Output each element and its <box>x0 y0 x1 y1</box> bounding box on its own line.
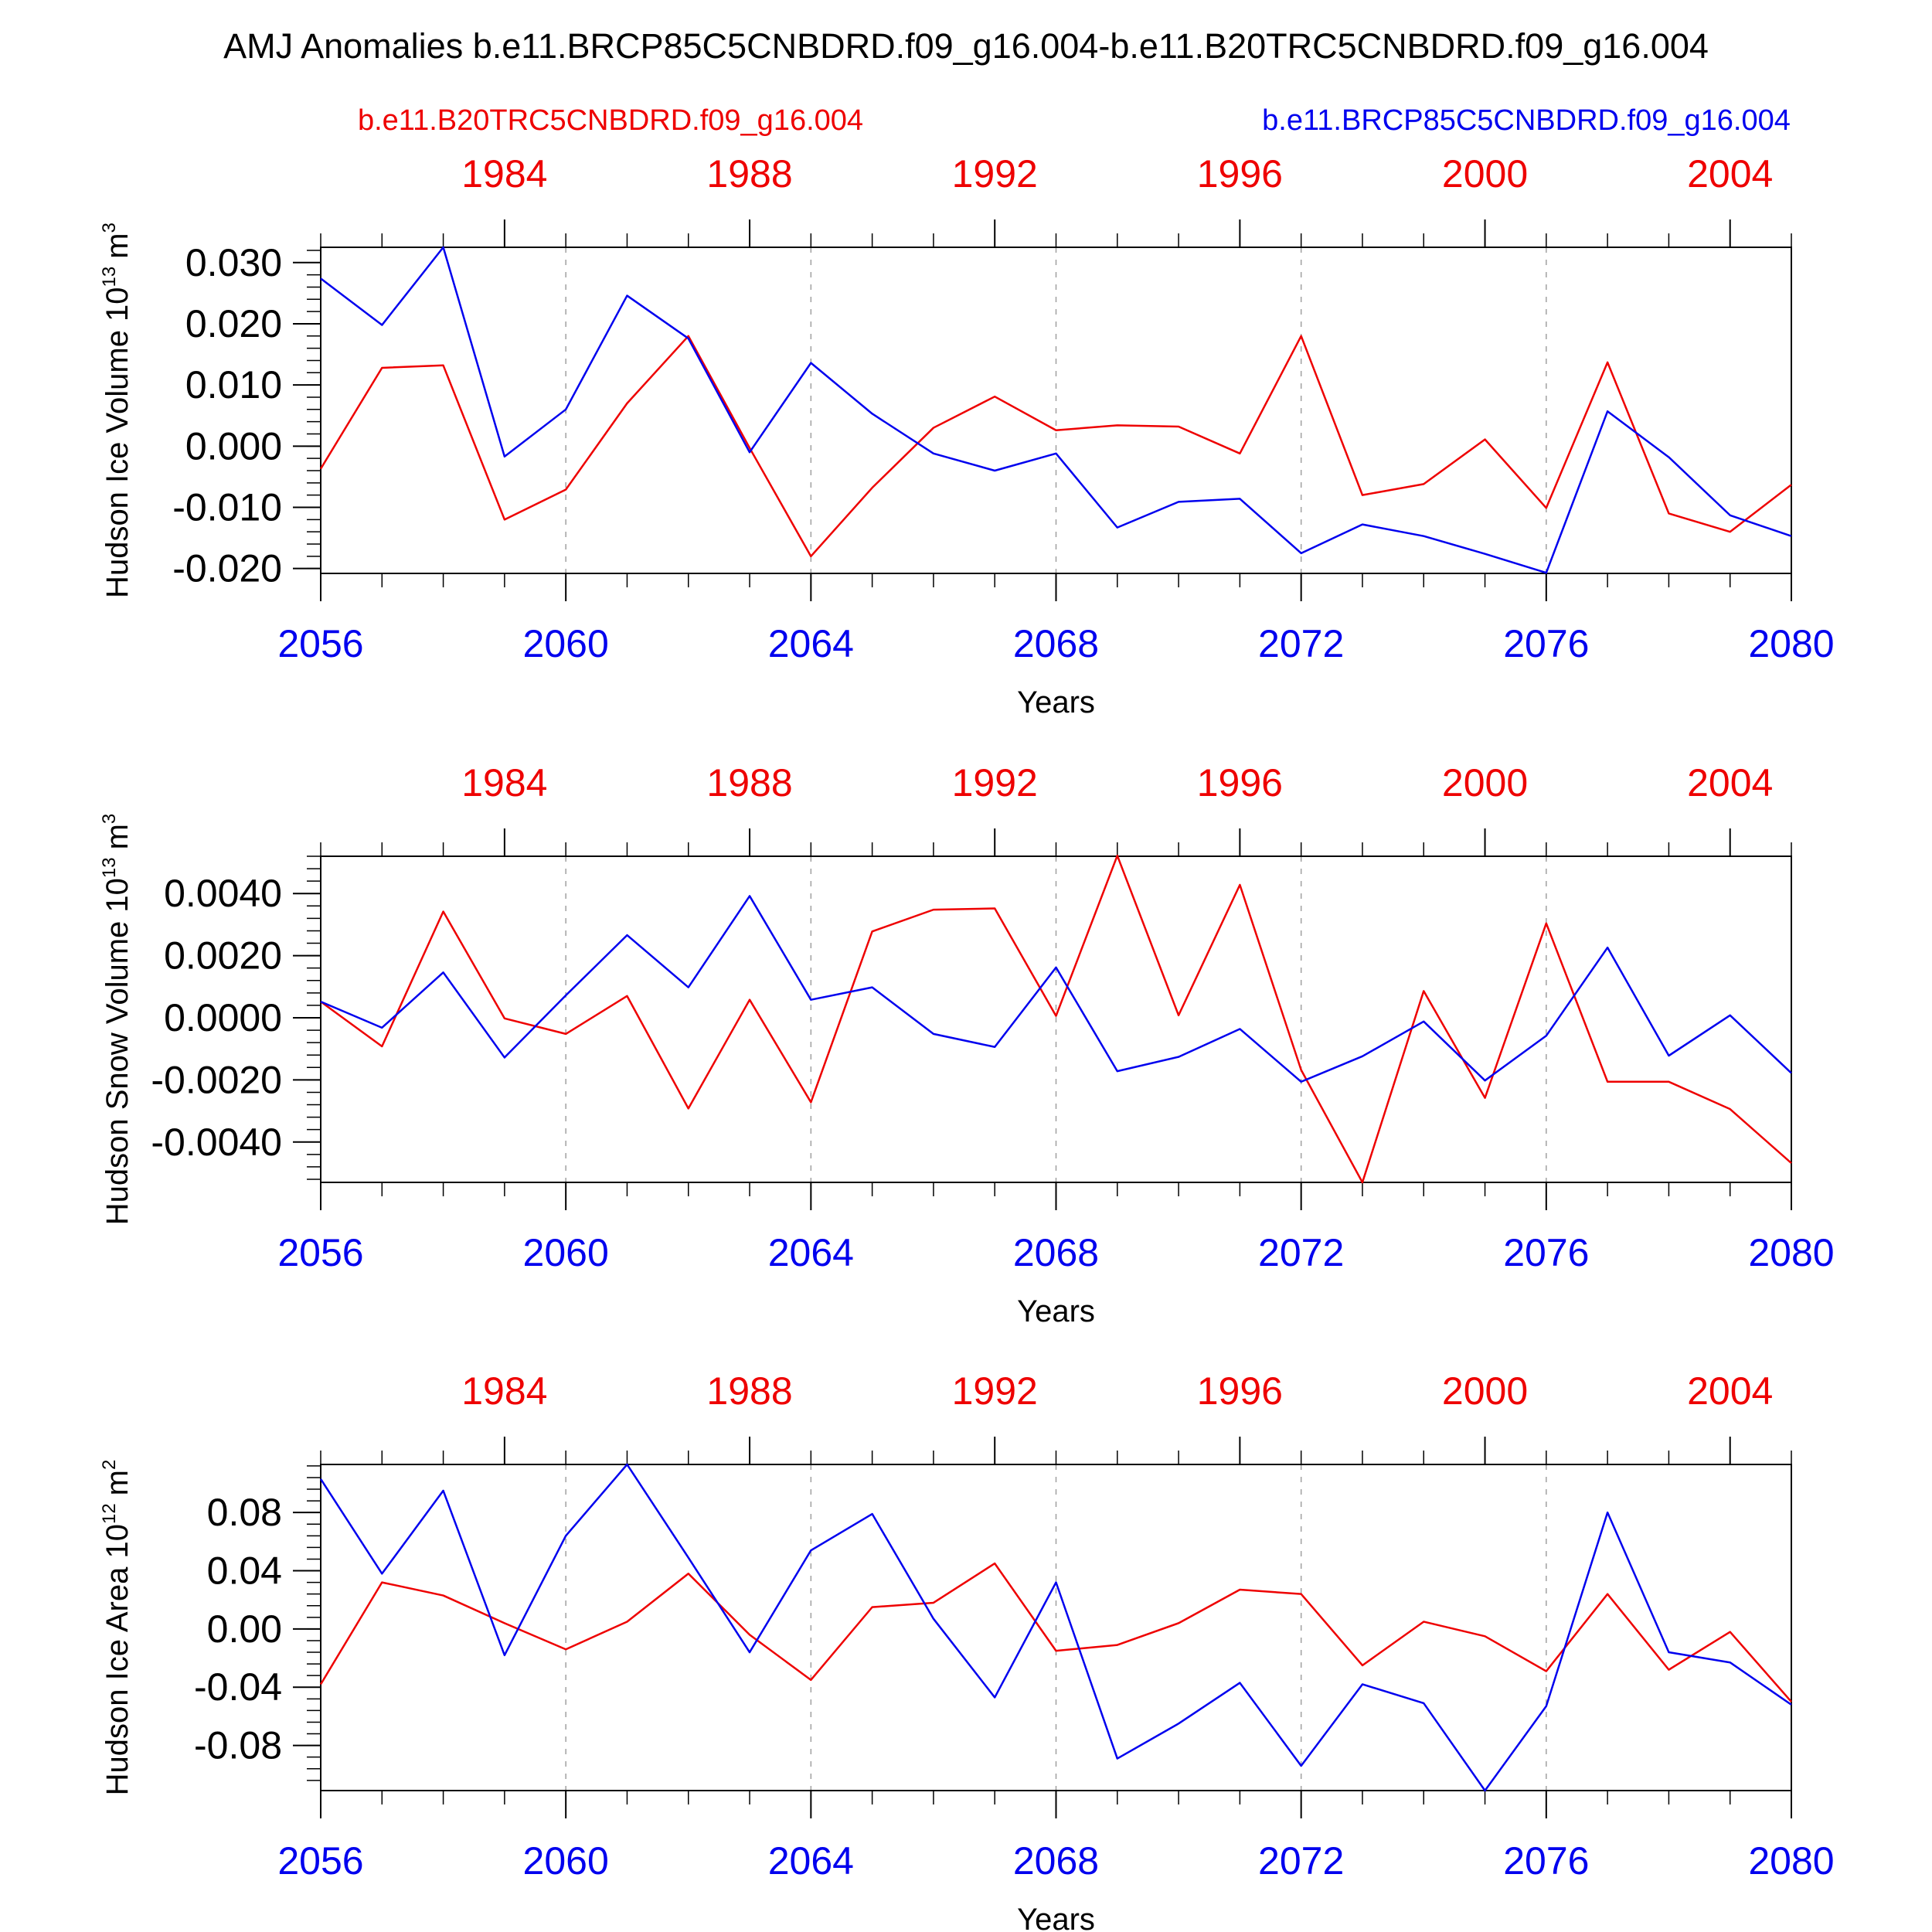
x-tick-label-bottom: 2072 <box>1258 622 1344 665</box>
x-tick-label-bottom: 2076 <box>1503 622 1589 665</box>
x-tick-label-bottom: 2080 <box>1748 1231 1834 1274</box>
series-line-blue <box>319 1463 1792 1792</box>
series-line-red <box>319 335 1792 558</box>
y-axis-title-exponent: 12 <box>99 1503 120 1524</box>
y-axis-title-exponent: 13 <box>99 857 120 878</box>
y-tick-label: -0.08 <box>194 1724 282 1767</box>
x-tick-label-bottom: 2072 <box>1258 1231 1344 1274</box>
panels: 2056 2060 2064 2068 2072 2076 2080 1984 1988 1992… <box>99 152 1835 1932</box>
y-tick-label: 0.00 <box>207 1607 282 1651</box>
y-axis-title: Hudson Ice Volume 1013 m3 <box>99 223 134 598</box>
x-tick-label-bottom: 2056 <box>277 1839 363 1883</box>
series-line-blue <box>320 895 1792 1083</box>
x-axis-title: Years <box>1017 1903 1095 1932</box>
x-tick-label-top: 2000 <box>1442 761 1528 804</box>
y-tick-label: -0.020 <box>172 547 282 590</box>
x-tick-label-bottom: 2056 <box>277 1231 363 1274</box>
y-tick-label: 0.000 <box>185 424 282 468</box>
x-axis-title: Years <box>1017 685 1095 719</box>
x-tick-label-bottom: 2056 <box>277 622 363 665</box>
y-axis-title-unit-exponent: 2 <box>99 1460 120 1470</box>
y-axis-title: Hudson Snow Volume 1013 m3 <box>99 814 134 1226</box>
series-line-red <box>320 854 1792 1184</box>
x-tick-label-top: 1996 <box>1197 761 1283 804</box>
y-tick-label: 0.020 <box>185 302 282 345</box>
y-tick-label: 0.030 <box>185 241 282 284</box>
x-tick-label-bottom: 2072 <box>1258 1839 1344 1883</box>
x-tick-label-top: 1992 <box>952 761 1038 804</box>
x-tick-label-bottom: 2076 <box>1503 1839 1589 1883</box>
x-tick-label-bottom: 2064 <box>768 1839 854 1883</box>
y-tick-label: -0.0040 <box>151 1121 282 1164</box>
x-tick-label-top: 2000 <box>1442 1369 1528 1413</box>
x-tick-label-top: 1992 <box>952 1369 1038 1413</box>
x-tick-label-bottom: 2080 <box>1748 1839 1834 1883</box>
x-tick-label-top: 2004 <box>1687 761 1773 804</box>
x-tick-label-bottom: 2076 <box>1503 1231 1589 1274</box>
y-tick-label: -0.010 <box>172 485 282 529</box>
x-tick-label-bottom: 2080 <box>1748 622 1834 665</box>
chart-panel-1: 2056 2060 2064 2068 2072 2076 2080 1984 1988 1992… <box>99 152 1835 719</box>
y-tick-label: 0.0000 <box>164 996 282 1039</box>
x-tick-label-bottom: 2068 <box>1013 1231 1099 1274</box>
x-tick-label-bottom: 2060 <box>523 1231 609 1274</box>
x-tick-label-bottom: 2068 <box>1013 622 1099 665</box>
x-tick-label-top: 2000 <box>1442 152 1528 196</box>
x-axis-title: Years <box>1017 1294 1095 1328</box>
y-axis-title-main: Hudson Ice Volume 10 <box>100 287 134 597</box>
y-tick-label: -0.04 <box>194 1665 282 1709</box>
x-tick-label-top: 1996 <box>1197 152 1283 196</box>
series-line-red <box>319 1562 1792 1702</box>
y-axis-title: Hudson Ice Area 1012 m2 <box>99 1460 134 1796</box>
series-line-blue <box>320 246 1792 574</box>
y-axis-title-unit-exponent: 3 <box>99 814 120 824</box>
legend-label-red: b.e11.B20TRC5CNBDRD.f09_g16.004 <box>358 104 863 137</box>
x-tick-label-top: 1992 <box>952 152 1038 196</box>
x-tick-label-top: 1988 <box>706 1369 792 1413</box>
legend-label-blue: b.e11.BRCP85C5CNBDRD.f09_g16.004 <box>1262 104 1791 137</box>
y-axis-title-unit: m <box>100 1470 134 1495</box>
x-tick-label-top: 1984 <box>461 152 547 196</box>
y-tick-label: 0.04 <box>207 1549 282 1593</box>
chart-panel-2: 2056 2060 2064 2068 2072 2076 2080 1984 1988 1992… <box>99 761 1835 1328</box>
x-tick-label-bottom: 2060 <box>523 622 609 665</box>
y-axis-title-unit-exponent: 3 <box>99 223 120 233</box>
x-tick-label-top: 1988 <box>706 152 792 196</box>
y-tick-label: 0.0020 <box>164 934 282 978</box>
y-axis-title-main: Hudson Snow Volume 10 <box>100 878 134 1225</box>
x-tick-label-top: 1988 <box>706 761 792 804</box>
x-tick-label-top: 2004 <box>1687 1369 1773 1413</box>
x-tick-label-top: 1996 <box>1197 1369 1283 1413</box>
y-tick-label: 0.08 <box>207 1491 282 1534</box>
y-tick-label: 0.0040 <box>164 872 282 915</box>
x-tick-label-top: 1984 <box>461 761 547 804</box>
figure-title: AMJ Anomalies b.e11.BRCP85C5CNBDRD.f09_g… <box>223 26 1709 66</box>
y-tick-label: 0.010 <box>185 363 282 406</box>
chart-panel-3: 2056 2060 2064 2068 2072 2076 2080 1984 1988 1992… <box>99 1369 1835 1932</box>
y-tick-label: -0.0020 <box>151 1058 282 1101</box>
y-axis-title-exponent: 13 <box>99 267 120 287</box>
x-tick-label-bottom: 2064 <box>768 622 854 665</box>
x-tick-label-bottom: 2064 <box>768 1231 854 1274</box>
x-tick-label-bottom: 2068 <box>1013 1839 1099 1883</box>
y-axis-title-unit: m <box>100 233 134 258</box>
x-tick-label-top: 2004 <box>1687 152 1773 196</box>
x-tick-label-bottom: 2060 <box>523 1839 609 1883</box>
y-axis-title-unit: m <box>100 824 134 849</box>
x-tick-label-top: 1984 <box>461 1369 547 1413</box>
y-axis-title-main: Hudson Ice Area 10 <box>100 1524 134 1795</box>
